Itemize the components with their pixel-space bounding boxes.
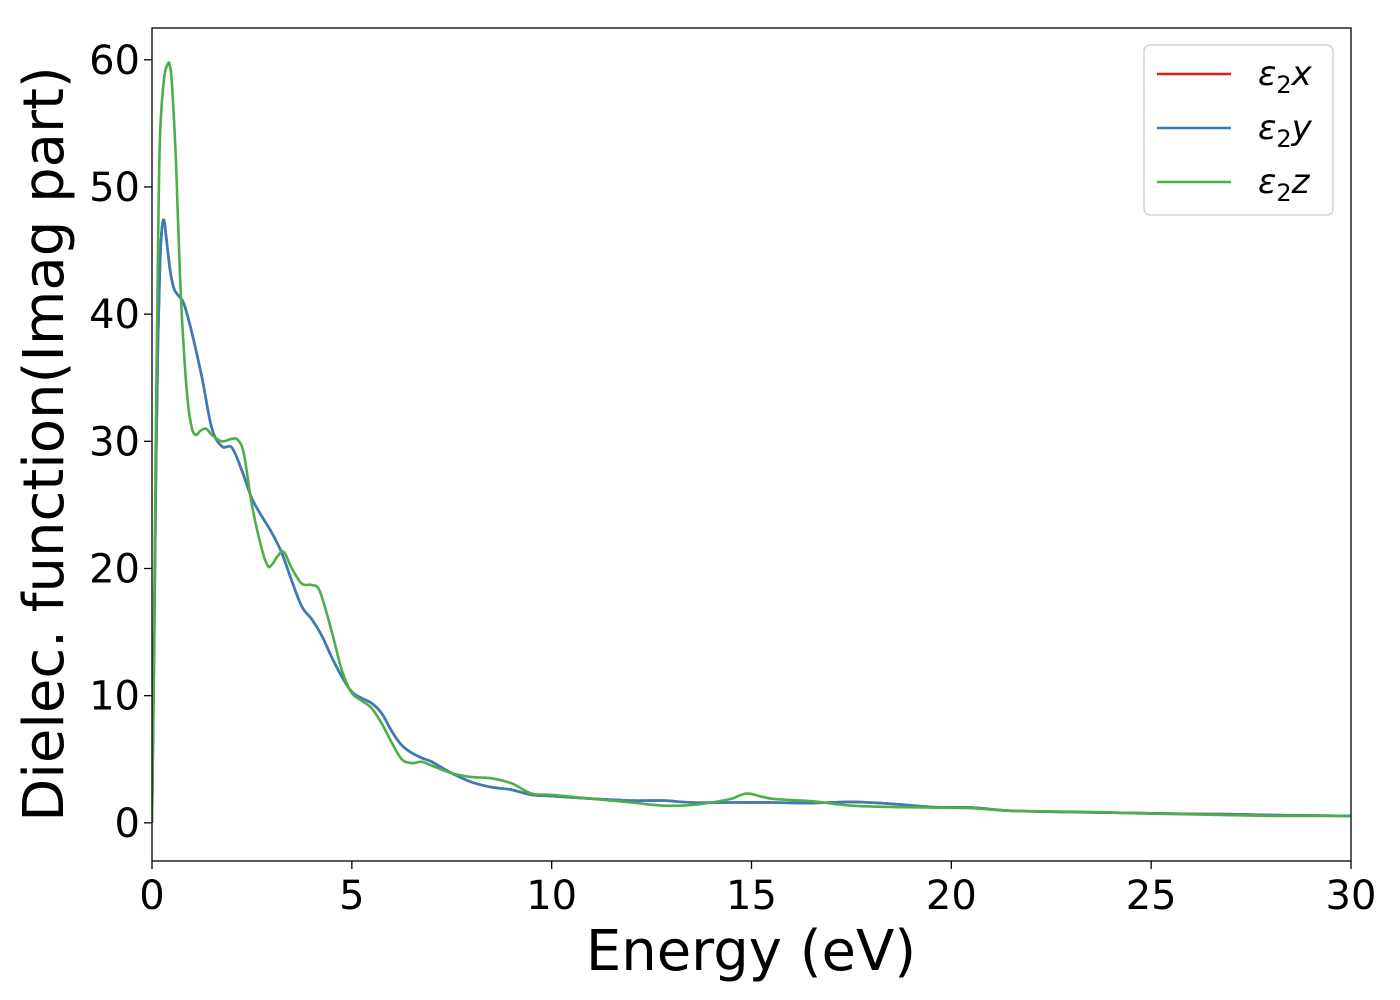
x-axis-title: Energy (eV) [586, 919, 916, 984]
legend-box [1143, 44, 1334, 216]
series-layer [152, 61, 1351, 823]
x-tick-label: 15 [726, 873, 777, 919]
legend-label: ε2y [1258, 108, 1313, 153]
legend: ε2x ε2y ε2z [1143, 44, 1334, 216]
series-line-z [152, 61, 1351, 823]
x-tick-label: 25 [1126, 873, 1177, 919]
legend-label: ε2z [1258, 162, 1311, 207]
y-axis: 0 10 20 30 40 50 60 [89, 38, 152, 847]
x-tick-label: 10 [526, 873, 577, 919]
y-axis-title: Dielec. function(Imag part) [12, 66, 77, 822]
legend-entry-z: ε2z [1157, 162, 1311, 207]
x-tick-label: 0 [139, 873, 164, 919]
y-tick-label: 10 [89, 674, 140, 720]
x-axis: 0 5 10 15 20 25 30 [139, 861, 1376, 919]
legend-label: ε2x [1258, 54, 1313, 99]
y-tick-label: 60 [89, 38, 140, 84]
legend-entry-y: ε2y [1157, 108, 1313, 153]
y-tick-label: 30 [89, 419, 140, 465]
y-tick-label: 20 [89, 546, 140, 592]
series-line-y [152, 218, 1351, 823]
legend-entry-x: ε2x [1157, 54, 1313, 99]
y-tick-label: 40 [89, 292, 140, 338]
y-tick-label: 0 [115, 801, 140, 847]
y-tick-label: 50 [89, 165, 140, 211]
x-tick-label: 30 [1326, 873, 1377, 919]
x-tick-label: 20 [926, 873, 977, 919]
x-tick-label: 5 [339, 873, 364, 919]
